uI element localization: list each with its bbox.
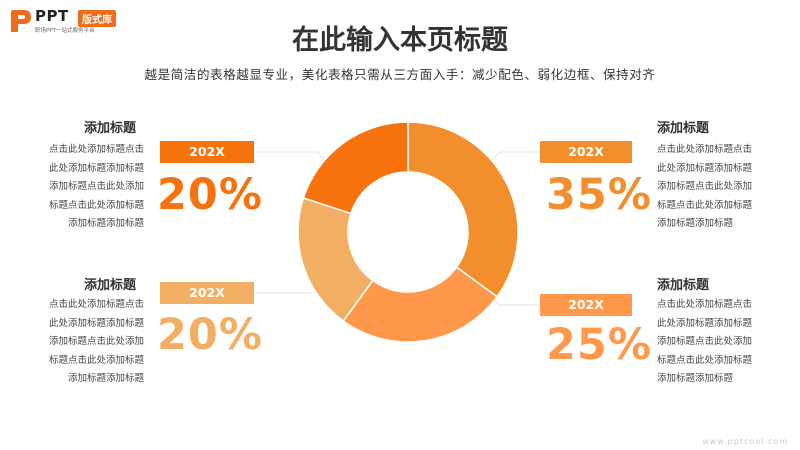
- logo-badge: 版式库: [78, 10, 116, 27]
- connector-bottom-right: [489, 297, 540, 306]
- desc-bottom-left: 点击此处添加标题点击 此处添加标题添加标题 添加标题点击此处添加 标题点击此处添…: [34, 296, 144, 389]
- desc-line: 添加标题点击此处添加: [48, 181, 144, 193]
- desc-line: 标题点击此处添加标题: [48, 199, 144, 211]
- desc-line: 添加标题添加标题: [67, 373, 144, 385]
- desc-line: 点击此处添加标题点击: [657, 299, 753, 310]
- logo-text: PPT: [35, 7, 69, 25]
- heading-bottom-right: 添加标题: [657, 278, 710, 293]
- desc-line: 此处添加标题添加标题: [657, 317, 753, 329]
- desc-line: 添加标题添加标题: [657, 218, 734, 230]
- desc-line: 添加标题添加标题: [67, 218, 144, 230]
- year-bar-top-right: 202X: [540, 141, 632, 163]
- logo-tagline: 职场PPT一站式服务平台: [35, 28, 95, 34]
- heading-top-right: 添加标题: [657, 121, 710, 136]
- desc-line: 点击此处添加标题点击: [657, 144, 753, 155]
- desc-top-left: 点击此处添加标题点击 此处添加标题添加标题 添加标题点击此处添加 标题点击此处添…: [34, 141, 144, 234]
- brand-logo: PPT 版式库 职场PPT一站式服务平台: [8, 6, 158, 36]
- desc-line: 此处添加标题添加标题: [657, 162, 753, 174]
- donut-slice-4: [302, 121, 409, 215]
- desc-line: 添加标题添加标题: [657, 373, 734, 385]
- page-subtitle: 越是简洁的表格越显专业，美化表格只需从三方面入手：减少配色、弱化边框、保持对齐: [144, 67, 656, 82]
- donut-slice-2: [342, 266, 499, 343]
- year-bar-bottom-left: 202X: [160, 282, 254, 304]
- desc-line: 标题点击此处添加标题: [657, 354, 753, 366]
- watermark: www.pptcool.com: [702, 437, 788, 446]
- desc-line: 标题点击此处添加标题: [48, 354, 144, 366]
- desc-top-right: 点击此处添加标题点击 此处添加标题添加标题 添加标题点击此处添加 标题点击此处添…: [657, 141, 767, 234]
- donut-slice-1: [407, 121, 519, 298]
- heading-bottom-left: 添加标题: [84, 278, 137, 293]
- heading-top-left: 添加标题: [84, 121, 137, 136]
- percent-bottom-left: 20%: [157, 310, 263, 360]
- desc-bottom-right: 点击此处添加标题点击 此处添加标题添加标题 添加标题点击此处添加 标题点击此处添…: [657, 296, 767, 389]
- percent-top-left: 20%: [157, 170, 263, 220]
- desc-line: 添加标题点击此处添加: [48, 336, 144, 348]
- desc-line: 添加标题点击此处添加: [657, 336, 753, 348]
- page-title: 在此输入本页标题: [292, 25, 508, 56]
- year-bar-top-left: 202X: [160, 141, 254, 163]
- desc-line: 标题点击此处添加标题: [657, 199, 753, 211]
- desc-line: 此处添加标题添加标题: [48, 162, 144, 174]
- year-bar-bottom-right: 202X: [540, 294, 632, 316]
- desc-line: 点击此处添加标题点击: [48, 144, 144, 155]
- logo-p-icon: [11, 10, 31, 32]
- percent-bottom-right: 25%: [546, 320, 652, 370]
- desc-line: 此处添加标题添加标题: [48, 317, 144, 329]
- desc-line: 点击此处添加标题点击: [48, 299, 144, 310]
- desc-line: 添加标题点击此处添加: [657, 181, 753, 193]
- percent-top-right: 35%: [546, 170, 652, 220]
